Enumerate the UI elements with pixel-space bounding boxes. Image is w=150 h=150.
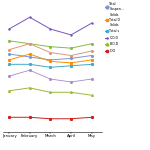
Legend: Total
Suspen..., Solids
Total D
Solids, Total s, C.O.D, B.O.D, D.O: Total Suspen..., Solids Total D Solids, …: [105, 2, 124, 53]
